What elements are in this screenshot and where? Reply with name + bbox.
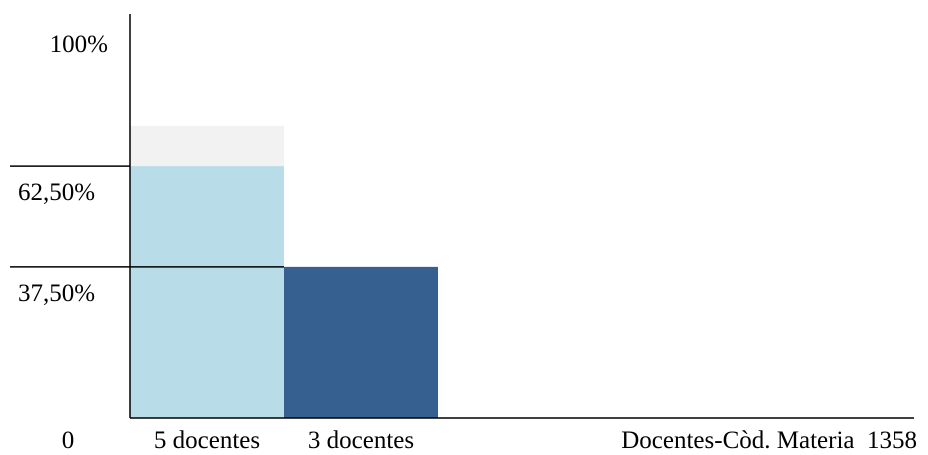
bar-1	[130, 166, 284, 418]
value-labels: 62,50% 37,50%	[18, 179, 95, 307]
y-axis-max-label: 100%	[50, 31, 108, 58]
bar-2	[284, 267, 438, 418]
category-label-1: 5 docentes	[154, 427, 260, 454]
category-label-2: 3 docentes	[308, 427, 414, 454]
value-label-2: 37,50%	[18, 280, 95, 307]
origin-label: 0	[62, 427, 75, 454]
x-axis-title: Docentes-Còd. Materia 1358	[621, 427, 917, 454]
value-label-1: 62,50%	[18, 179, 95, 206]
bars	[130, 166, 438, 418]
category-labels: 5 docentes 3 docentes	[154, 427, 414, 454]
